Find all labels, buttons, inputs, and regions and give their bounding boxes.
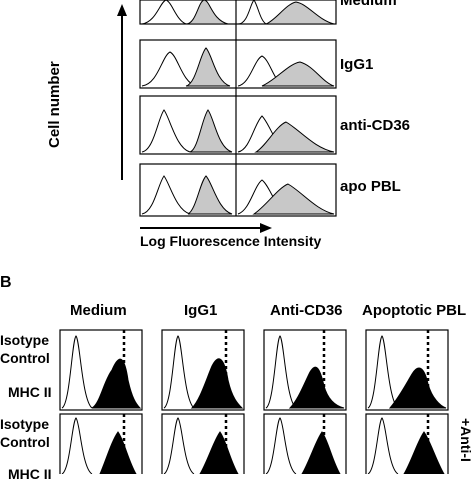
panel-b-row1-label-control: Control [0, 350, 50, 366]
panel-a-hist-row4 [141, 175, 335, 215]
panel-a-row-label-anti-cd36: anti-CD36 [340, 117, 411, 134]
panel-b-hist-row2 [61, 417, 445, 474]
panel-b-row2-label-control: Control [0, 434, 50, 450]
panel-a-y-arrow [117, 4, 127, 180]
panel-b-side-label: +Anti-I [458, 418, 474, 462]
panel-a-row-label-igg1: IgG1 [340, 56, 374, 73]
panel-b-histogram-grid [59, 329, 449, 474]
panel-a-hist-row1 [141, 0, 335, 25]
panel-b-header-igg1: IgG1 [184, 302, 218, 319]
panel-b-letter: B [0, 274, 12, 291]
panel-b-hist-row1 [61, 335, 447, 409]
panel-a-row-label-apo-pbl: apo PBL [340, 178, 401, 195]
panel-a-row-label-medium: Medium [340, 0, 397, 9]
panel-b-dotted-markers-row2 [122, 414, 430, 474]
panel-b-header-anti-cd36: Anti-CD36 [270, 302, 343, 319]
panel-b-row2-label-isotype: Isotype [0, 416, 50, 432]
panel-b-row1-label-mhc-ii: MHC II [8, 384, 52, 400]
panel-b-row1-label-isotype: Isotype [0, 332, 50, 348]
panel-a-hist-row2 [141, 47, 335, 87]
panel-b-header-apoptotic-pbl: Apoptotic PBL [362, 302, 467, 319]
panel-a-histogram-grid [139, 0, 337, 217]
panel-a-x-arrow [140, 223, 272, 233]
panel-b-header-medium: Medium [70, 302, 127, 319]
panel-a-hist-row3 [141, 109, 335, 153]
panel-a-x-axis-label: Log Fluorescence Intensity [140, 233, 322, 249]
panel-b-row2-label-mhc-ii: MHC II [8, 466, 52, 482]
